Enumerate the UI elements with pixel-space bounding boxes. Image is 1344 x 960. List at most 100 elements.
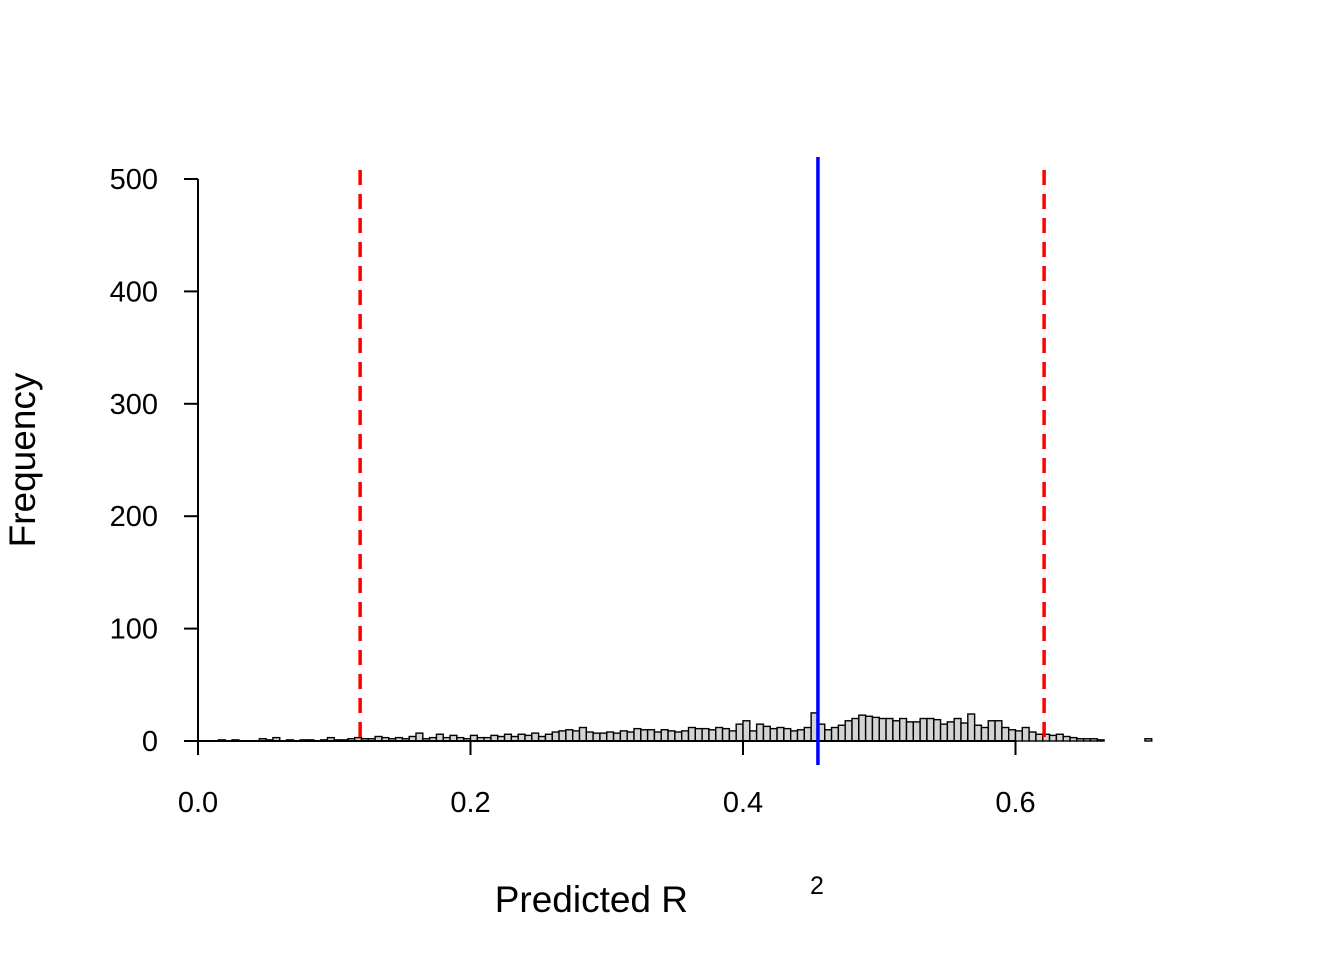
histogram-bar bbox=[565, 729, 574, 742]
histogram-bar bbox=[633, 727, 642, 742]
histogram-bar bbox=[789, 730, 799, 742]
histogram-bar bbox=[939, 723, 949, 742]
histogram-bar bbox=[674, 731, 683, 742]
x-axis-title: Predicted R bbox=[495, 879, 688, 920]
histogram-bar bbox=[762, 725, 771, 742]
histogram-bar bbox=[837, 724, 846, 742]
histogram-bar bbox=[653, 731, 662, 742]
histogram-bar bbox=[721, 727, 731, 742]
histogram-bar bbox=[898, 717, 908, 742]
histogram-bar bbox=[694, 727, 703, 742]
histogram-bar bbox=[531, 732, 540, 742]
y-tick-label: 100 bbox=[110, 614, 158, 646]
histogram-bar bbox=[435, 733, 444, 742]
histogram-bar bbox=[960, 722, 969, 742]
histogram-bar bbox=[980, 726, 989, 742]
histogram-bar bbox=[606, 731, 615, 742]
histogram-bar bbox=[728, 730, 737, 742]
histogram-bar bbox=[755, 723, 765, 742]
histogram-bar bbox=[953, 717, 962, 742]
histogram-bar bbox=[749, 730, 758, 742]
histogram-bar bbox=[544, 733, 553, 742]
histogram-bar bbox=[926, 717, 935, 742]
histogram-bar bbox=[626, 731, 635, 742]
histogram-bar bbox=[885, 717, 894, 742]
x-tick-label: 0.0 bbox=[178, 787, 218, 819]
histogram-bar bbox=[680, 730, 690, 742]
histogram-bar bbox=[824, 729, 833, 742]
histogram-bar bbox=[1144, 738, 1153, 742]
reference-lines bbox=[358, 157, 1046, 765]
histogram-bar bbox=[864, 715, 874, 742]
histogram-bar bbox=[1096, 739, 1105, 742]
x-tick-label: 0.4 bbox=[723, 787, 763, 819]
histogram-bar bbox=[994, 720, 1003, 742]
y-tick-label: 300 bbox=[110, 389, 158, 421]
y-axis-title: Frequency bbox=[2, 372, 43, 547]
histogram-bar bbox=[776, 726, 785, 742]
histogram-bar bbox=[844, 720, 853, 742]
histogram-bar bbox=[783, 727, 792, 742]
histogram-bar bbox=[803, 726, 812, 742]
histogram-bar bbox=[858, 714, 867, 742]
histogram-bar bbox=[851, 717, 860, 742]
histogram-bar bbox=[1055, 733, 1064, 742]
histogram-bar bbox=[503, 733, 513, 742]
x-axis-title-superscript: 2 bbox=[810, 872, 824, 900]
y-tick-label: 0 bbox=[142, 726, 158, 758]
histogram-bar bbox=[551, 731, 560, 742]
histogram-bar bbox=[687, 726, 697, 742]
histogram-bar bbox=[1014, 730, 1024, 742]
histogram-bar bbox=[701, 727, 710, 742]
histogram-bar bbox=[646, 729, 656, 742]
histogram-bar bbox=[1076, 738, 1085, 742]
histogram-bar bbox=[871, 716, 880, 742]
histogram-bar bbox=[796, 729, 806, 742]
histogram-bar bbox=[599, 732, 608, 742]
histogram-bar bbox=[919, 717, 928, 742]
histogram-bar bbox=[967, 713, 976, 742]
histogram-bar bbox=[640, 729, 649, 742]
histogram-bar bbox=[946, 721, 955, 742]
histogram-bar bbox=[1069, 736, 1078, 742]
histogram-bar bbox=[1021, 726, 1030, 742]
histogram-bar bbox=[1028, 731, 1037, 742]
y-tick-label: 500 bbox=[110, 164, 158, 196]
y-tick-label: 200 bbox=[110, 501, 158, 533]
y-tick-label: 400 bbox=[110, 276, 158, 308]
histogram-bar bbox=[585, 731, 594, 742]
histogram-bar bbox=[619, 730, 628, 742]
histogram-bar bbox=[1062, 735, 1071, 742]
histogram-bar bbox=[1035, 733, 1044, 742]
x-axis-ticks: 0.0 0.2 0.4 0.6 bbox=[178, 741, 1036, 819]
histogram-bar bbox=[933, 718, 942, 742]
histogram-bar bbox=[742, 720, 751, 742]
histogram-bar bbox=[830, 726, 840, 742]
histogram-bar bbox=[912, 721, 921, 742]
histogram-bar bbox=[578, 726, 588, 742]
histogram-bar bbox=[1089, 738, 1098, 742]
histogram-bar bbox=[708, 729, 717, 742]
y-axis-ticks: 0 100 200 300 400 500 bbox=[110, 164, 198, 758]
histogram-bar bbox=[415, 732, 424, 742]
histogram-bar bbox=[571, 730, 581, 742]
x-tick-label: 0.2 bbox=[450, 787, 490, 819]
histogram-bar bbox=[769, 727, 778, 742]
histogram-bar bbox=[987, 720, 996, 742]
histogram-bar bbox=[592, 732, 601, 742]
histogram-bar bbox=[735, 723, 744, 742]
x-tick-label: 0.6 bbox=[995, 787, 1035, 819]
histogram-bar bbox=[973, 724, 983, 742]
histogram-bar bbox=[1048, 734, 1058, 742]
histogram-bar bbox=[517, 733, 526, 742]
histogram-bar bbox=[715, 726, 724, 742]
histogram-bar bbox=[612, 732, 622, 742]
histogram-bar bbox=[1001, 726, 1010, 742]
histogram-bar bbox=[1007, 729, 1017, 742]
histogram-bar bbox=[558, 730, 567, 742]
histogram-bar bbox=[892, 720, 901, 742]
histogram-bar bbox=[667, 730, 676, 742]
histogram-bar bbox=[878, 717, 887, 742]
histogram-bar bbox=[660, 729, 669, 742]
